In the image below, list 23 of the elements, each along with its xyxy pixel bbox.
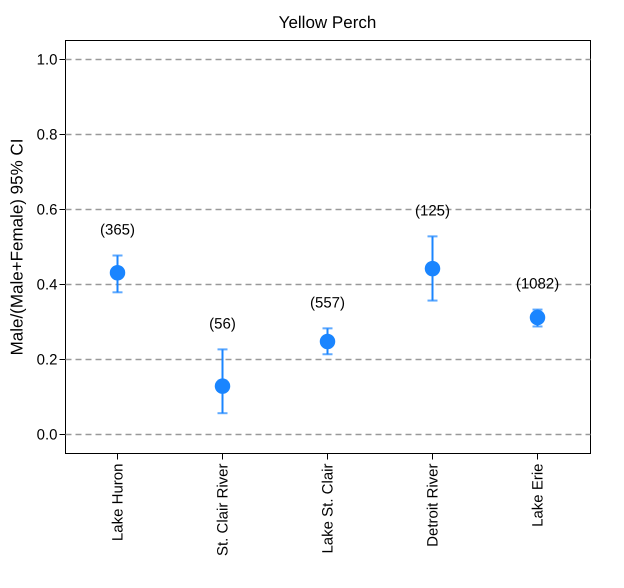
annotation: (56) [209, 315, 236, 332]
y-tick-label: 0.8 [36, 126, 58, 144]
chart-title: Yellow Perch [278, 13, 376, 32]
y-tick-label: 0.2 [36, 352, 58, 369]
y-tick-label: 1.0 [36, 51, 58, 68]
y-axis-title: Male/(Male+Female) 95% CI [8, 138, 27, 356]
point [214, 378, 230, 394]
y-tick-label: 0.0 [36, 426, 58, 444]
point [320, 334, 336, 350]
point [530, 310, 546, 326]
x-tick-label: St. Clair River [214, 464, 232, 556]
x-tick-label: Detroit River [424, 464, 442, 547]
annotation: (365) [100, 222, 136, 239]
x-tick-label: Lake St. Clair [320, 464, 336, 554]
point [110, 265, 126, 281]
x-tick-label: Lake Erie [530, 464, 546, 527]
annotation: (125) [414, 202, 450, 220]
x-tick-label: Lake Huron [110, 464, 126, 542]
y-tick-label: 0.4 [36, 276, 58, 294]
point [424, 260, 440, 276]
y-tick-label: 0.6 [36, 201, 58, 218]
annotation: (1082) [516, 276, 560, 293]
annotation: (557) [310, 294, 346, 312]
